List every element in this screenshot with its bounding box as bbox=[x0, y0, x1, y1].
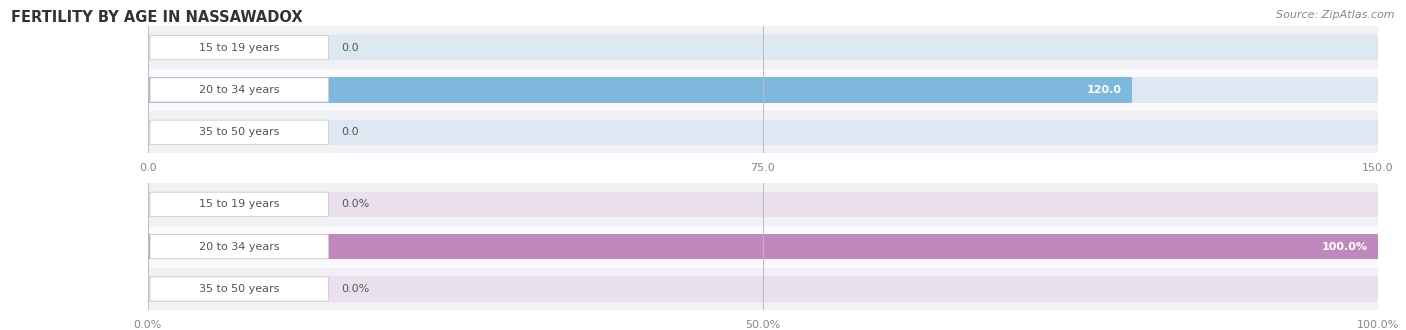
Bar bbox=[148, 192, 1378, 217]
Text: 20 to 34 years: 20 to 34 years bbox=[200, 242, 280, 252]
Text: 35 to 50 years: 35 to 50 years bbox=[200, 284, 280, 294]
FancyBboxPatch shape bbox=[150, 192, 329, 216]
Bar bbox=[148, 119, 1378, 145]
Bar bbox=[148, 268, 1378, 310]
Text: 35 to 50 years: 35 to 50 years bbox=[200, 127, 280, 137]
FancyBboxPatch shape bbox=[150, 35, 329, 60]
FancyBboxPatch shape bbox=[150, 235, 329, 259]
Text: 0.0%: 0.0% bbox=[340, 284, 368, 294]
Bar bbox=[148, 69, 1378, 111]
Text: 20 to 34 years: 20 to 34 years bbox=[200, 85, 280, 95]
Text: Source: ZipAtlas.com: Source: ZipAtlas.com bbox=[1277, 10, 1395, 20]
Text: 100.0%: 100.0% bbox=[1322, 242, 1368, 252]
Text: 15 to 19 years: 15 to 19 years bbox=[200, 43, 280, 52]
Text: 0.0: 0.0 bbox=[340, 127, 359, 137]
Bar bbox=[148, 234, 1378, 259]
Bar bbox=[148, 111, 1378, 153]
Bar bbox=[148, 26, 1378, 69]
FancyBboxPatch shape bbox=[150, 277, 329, 301]
Bar bbox=[148, 276, 1378, 302]
Bar bbox=[148, 225, 1378, 268]
Text: 0.0: 0.0 bbox=[340, 43, 359, 52]
FancyBboxPatch shape bbox=[150, 120, 329, 145]
Bar bbox=[148, 183, 1378, 225]
Text: FERTILITY BY AGE IN NASSAWADOX: FERTILITY BY AGE IN NASSAWADOX bbox=[11, 10, 302, 25]
Text: 15 to 19 years: 15 to 19 years bbox=[200, 199, 280, 209]
Text: 0.0%: 0.0% bbox=[340, 199, 368, 209]
Bar bbox=[148, 35, 1378, 60]
Bar bbox=[148, 234, 1378, 259]
FancyBboxPatch shape bbox=[150, 78, 329, 102]
Bar bbox=[148, 77, 1378, 103]
Text: 120.0: 120.0 bbox=[1087, 85, 1122, 95]
Bar bbox=[148, 77, 1132, 103]
